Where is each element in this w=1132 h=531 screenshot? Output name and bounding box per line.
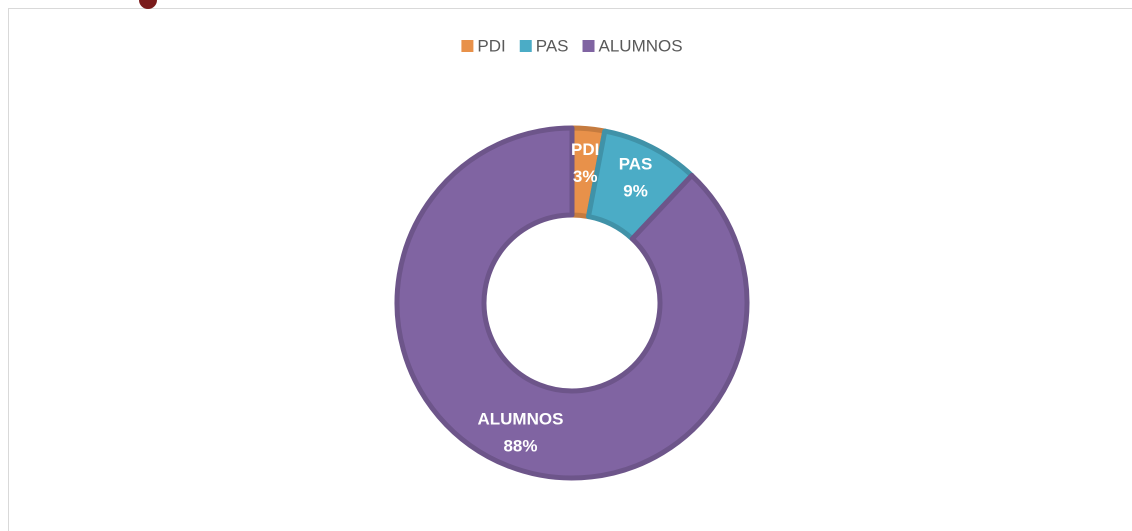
data-label-category: PAS (619, 155, 653, 174)
legend-label: PDI (477, 36, 505, 55)
data-label-value: 9% (623, 182, 648, 201)
data-label-category: ALUMNOS (477, 410, 563, 429)
data-label-category: PDI (571, 140, 599, 159)
legend-swatch (582, 40, 595, 52)
legend: PDI PAS ALUMNOS (461, 36, 683, 55)
donut-slice (394, 125, 750, 481)
legend-label: ALUMNOS (599, 36, 683, 55)
legend-label: PAS (536, 36, 569, 55)
legend-swatch (519, 40, 532, 52)
data-label-value: 88% (503, 437, 537, 456)
logo (139, 0, 157, 9)
data-label-value: 3% (573, 167, 598, 186)
legend-swatch (461, 40, 474, 52)
